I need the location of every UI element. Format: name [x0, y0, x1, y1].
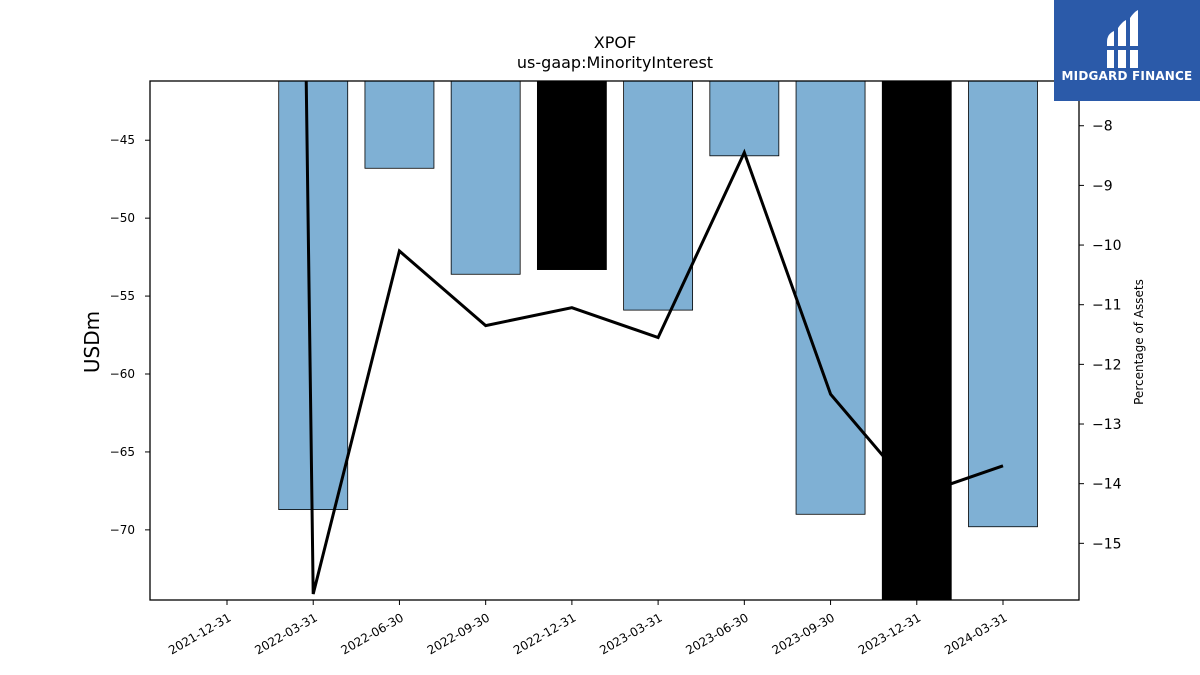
y2-axis-label: Percentage of Assets	[1132, 279, 1146, 405]
bar-2023-03-31	[623, 80, 694, 311]
bar-2023-09-30	[795, 80, 866, 515]
x-tick-label: 2022-09-30	[425, 610, 492, 657]
y-axis-label: USDm	[80, 311, 104, 373]
y2-tick-label: −10	[1092, 238, 1122, 254]
x-tick-label: 2023-03-31	[597, 610, 664, 657]
x-tick-label: 2022-03-31	[252, 610, 319, 657]
y2-tick-label: −9	[1092, 178, 1113, 194]
y-tick-label: −65	[110, 445, 135, 459]
x-tick-label: 2024-03-31	[942, 610, 1009, 657]
chart-subtitle: us-gaap:MinorityInterest	[517, 53, 713, 72]
x-tick-label: 2023-09-30	[770, 610, 837, 657]
bar-2022-12-31	[536, 80, 607, 270]
logo-mark-icon	[1106, 10, 1148, 68]
bar-2023-12-31	[881, 80, 952, 601]
brand-logo: MIDGARD FINANCE	[1054, 0, 1200, 101]
bar-2022-03-31	[278, 80, 349, 511]
y-tick-label: −70	[110, 523, 135, 537]
y-tick-label: −55	[110, 289, 135, 303]
y-tick-label: −45	[110, 133, 135, 147]
x-tick-label: 2023-12-31	[856, 610, 923, 657]
chart-title: XPOF	[594, 33, 636, 52]
bar-2022-09-30	[450, 80, 521, 275]
y-axis-right: −8 −9 −10 −11 −12 −13 −14 −15	[1079, 119, 1122, 552]
x-tick-label: 2022-06-30	[339, 610, 406, 657]
y2-tick-label: −15	[1092, 536, 1122, 552]
plot-frame	[149, 80, 1080, 601]
y2-tick-label: −14	[1092, 477, 1122, 493]
y2-tick-label: −8	[1092, 119, 1113, 135]
x-axis: 2021-12-31 2022-03-31 2022-06-30 2022-09-30…	[166, 600, 1010, 657]
logo-text: MIDGARD FINANCE	[1061, 69, 1193, 83]
y2-tick-label: −13	[1092, 417, 1122, 433]
bar-2024-03-31	[968, 80, 1038, 528]
series-line	[304, 80, 1004, 595]
line-series	[304, 80, 1004, 595]
x-tick-label: 2023-06-30	[683, 610, 750, 657]
y-tick-label: −60	[110, 367, 135, 381]
y-axis-left: −45 −50 −55 −60 −65 −70	[110, 133, 150, 537]
y-tick-label: −50	[110, 211, 135, 225]
bar-2022-06-30	[364, 80, 435, 169]
y2-tick-label: −11	[1092, 298, 1122, 314]
y2-tick-label: −12	[1092, 357, 1122, 373]
x-tick-label: 2021-12-31	[166, 610, 233, 657]
bar-series	[278, 80, 1038, 601]
bar-2023-06-30	[709, 80, 780, 157]
x-tick-label: 2022-12-31	[511, 610, 578, 657]
